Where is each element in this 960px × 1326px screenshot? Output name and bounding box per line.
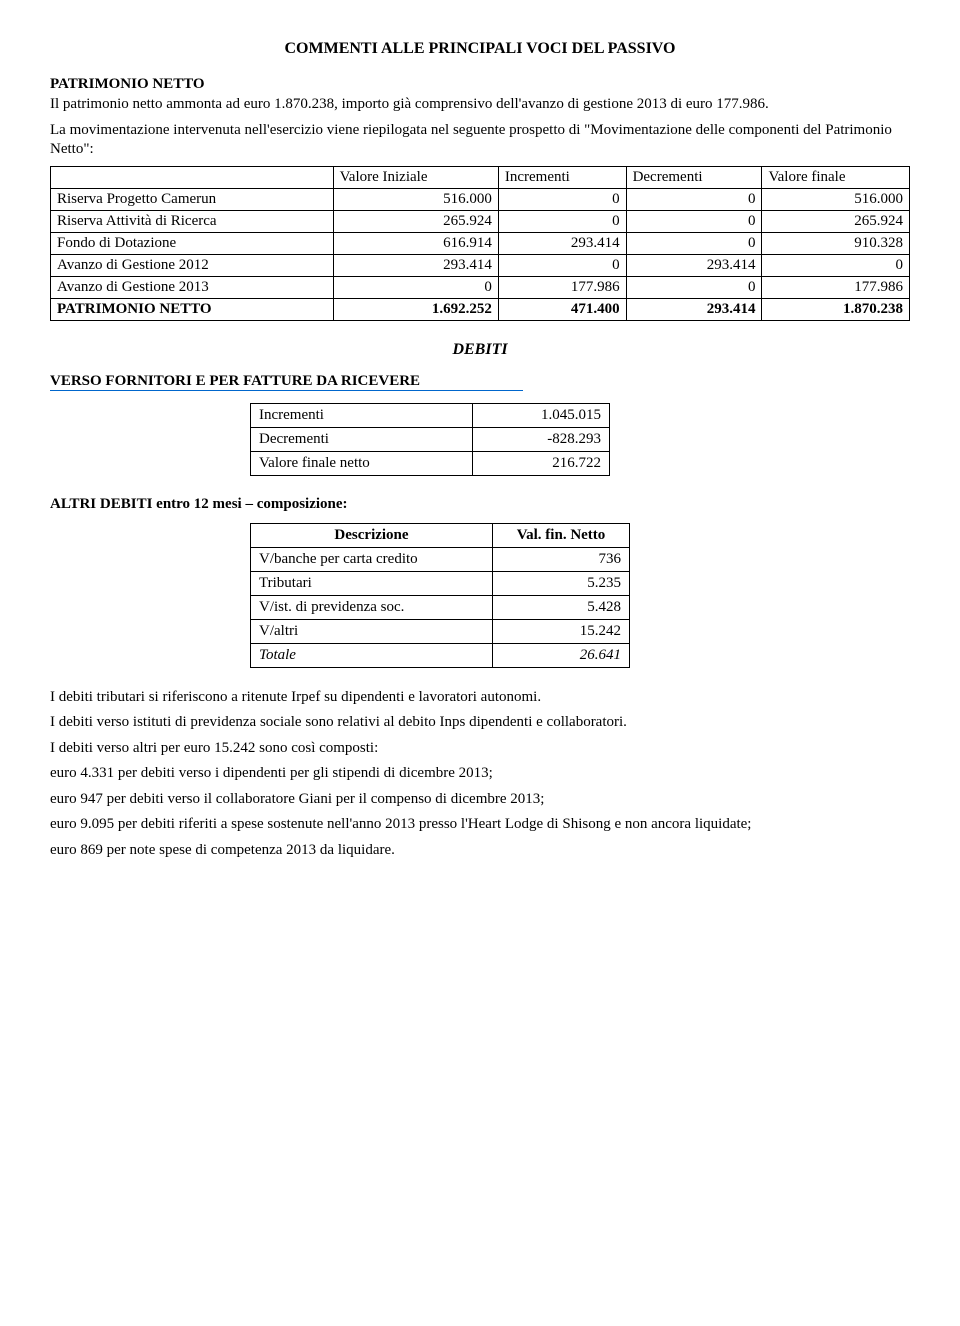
fornitori-label: Decrementi [251,427,473,451]
altri-debiti-header: ALTRI DEBITI entro 12 mesi – composizion… [50,496,910,513]
fornitori-row: Valore finale netto 216.722 [251,451,610,475]
altri-row: V/banche per carta credito 736 [251,547,630,571]
altri-row: V/ist. di previdenza soc. 5.428 [251,595,630,619]
altri-val: 736 [493,547,630,571]
body-paragraph: I debiti tributari si riferiscono a rite… [50,688,910,708]
mov-total-val: 471.400 [498,298,626,320]
mov-label: Fondo di Dotazione [51,232,334,254]
mov-label: Avanzo di Gestione 2012 [51,254,334,276]
altri-label: V/banche per carta credito [251,547,493,571]
patrimonio-intro: Il patrimonio netto ammonta ad euro 1.87… [50,95,910,115]
body-paragraph: euro 4.331 per debiti verso i dipendenti… [50,764,910,784]
debiti-title: DEBITI [50,341,910,359]
mov-val: 293.414 [626,254,762,276]
altri-label: V/ist. di previdenza soc. [251,595,493,619]
mov-val: 0 [626,210,762,232]
altri-label: Tributari [251,571,493,595]
altri-total-row: Totale 26.641 [251,643,630,667]
body-paragraph: I debiti verso altri per euro 15.242 son… [50,739,910,759]
mov-val: 177.986 [762,276,910,298]
fornitori-val: 1.045.015 [473,403,610,427]
mov-label: Avanzo di Gestione 2013 [51,276,334,298]
mov-row: Avanzo di Gestione 2013 0 177.986 0 177.… [51,276,910,298]
mov-val: 516.000 [333,188,498,210]
body-paragraph: euro 947 per debiti verso il collaborato… [50,790,910,810]
patrimonio-header: PATRIMONIO NETTO [50,76,910,93]
mov-val: 0 [762,254,910,276]
altri-val: 5.428 [493,595,630,619]
altri-col-valore: Val. fin. Netto [493,523,630,547]
fornitori-table: Incrementi 1.045.015 Decrementi -828.293… [250,403,610,476]
mov-val: 293.414 [333,254,498,276]
body-paragraph: I debiti verso istituti di previdenza so… [50,713,910,733]
body-paragraph: euro 869 per note spese di competenza 20… [50,841,910,861]
fornitori-row: Incrementi 1.045.015 [251,403,610,427]
mov-val: 0 [333,276,498,298]
mov-total-val: 1.692.252 [333,298,498,320]
mov-total-val: 1.870.238 [762,298,910,320]
altri-total-val: 26.641 [493,643,630,667]
altri-col-descrizione: Descrizione [251,523,493,547]
mov-val: 0 [626,276,762,298]
mov-total-val: 293.414 [626,298,762,320]
mov-row: Riserva Progetto Camerun 516.000 0 0 516… [51,188,910,210]
mov-col-empty [51,166,334,188]
altri-label: V/altri [251,619,493,643]
altri-debiti-table: Descrizione Val. fin. Netto V/banche per… [250,523,630,668]
altri-val: 5.235 [493,571,630,595]
body-paragraph: euro 9.095 per debiti riferiti a spese s… [50,815,910,835]
mov-val: 516.000 [762,188,910,210]
movimentazione-table: Valore Iniziale Incrementi Decrementi Va… [50,166,910,321]
mov-val: 0 [498,188,626,210]
mov-val: 265.924 [762,210,910,232]
mov-val: 177.986 [498,276,626,298]
altri-header-row: Descrizione Val. fin. Netto [251,523,630,547]
altri-row: Tributari 5.235 [251,571,630,595]
mov-row: Fondo di Dotazione 616.914 293.414 0 910… [51,232,910,254]
mov-val: 0 [626,188,762,210]
mov-col-decrementi: Decrementi [626,166,762,188]
fornitori-val: 216.722 [473,451,610,475]
altri-total-label: Totale [251,643,493,667]
mov-val: 0 [626,232,762,254]
mov-val: 0 [498,254,626,276]
mov-val: 265.924 [333,210,498,232]
mov-row: Avanzo di Gestione 2012 293.414 0 293.41… [51,254,910,276]
mov-total-row: PATRIMONIO NETTO 1.692.252 471.400 293.4… [51,298,910,320]
mov-val: 293.414 [498,232,626,254]
altri-val: 15.242 [493,619,630,643]
mov-label: Riserva Progetto Camerun [51,188,334,210]
mov-header-row: Valore Iniziale Incrementi Decrementi Va… [51,166,910,188]
mov-val: 910.328 [762,232,910,254]
fornitori-val: -828.293 [473,427,610,451]
page-title: COMMENTI ALLE PRINCIPALI VOCI DEL PASSIV… [50,40,910,58]
fornitori-row: Decrementi -828.293 [251,427,610,451]
fornitori-header: VERSO FORNITORI E PER FATTURE DA RICEVER… [50,373,523,391]
mov-val: 0 [498,210,626,232]
altri-row: V/altri 15.242 [251,619,630,643]
mov-total-label: PATRIMONIO NETTO [51,298,334,320]
mov-col-incrementi: Incrementi [498,166,626,188]
mov-col-finale: Valore finale [762,166,910,188]
mov-val: 616.914 [333,232,498,254]
patrimonio-intro2: La movimentazione intervenuta nell'eserc… [50,121,910,160]
fornitori-label: Incrementi [251,403,473,427]
mov-row: Riserva Attività di Ricerca 265.924 0 0 … [51,210,910,232]
mov-label: Riserva Attività di Ricerca [51,210,334,232]
fornitori-label: Valore finale netto [251,451,473,475]
mov-col-iniziale: Valore Iniziale [333,166,498,188]
body-text: I debiti tributari si riferiscono a rite… [50,688,910,861]
